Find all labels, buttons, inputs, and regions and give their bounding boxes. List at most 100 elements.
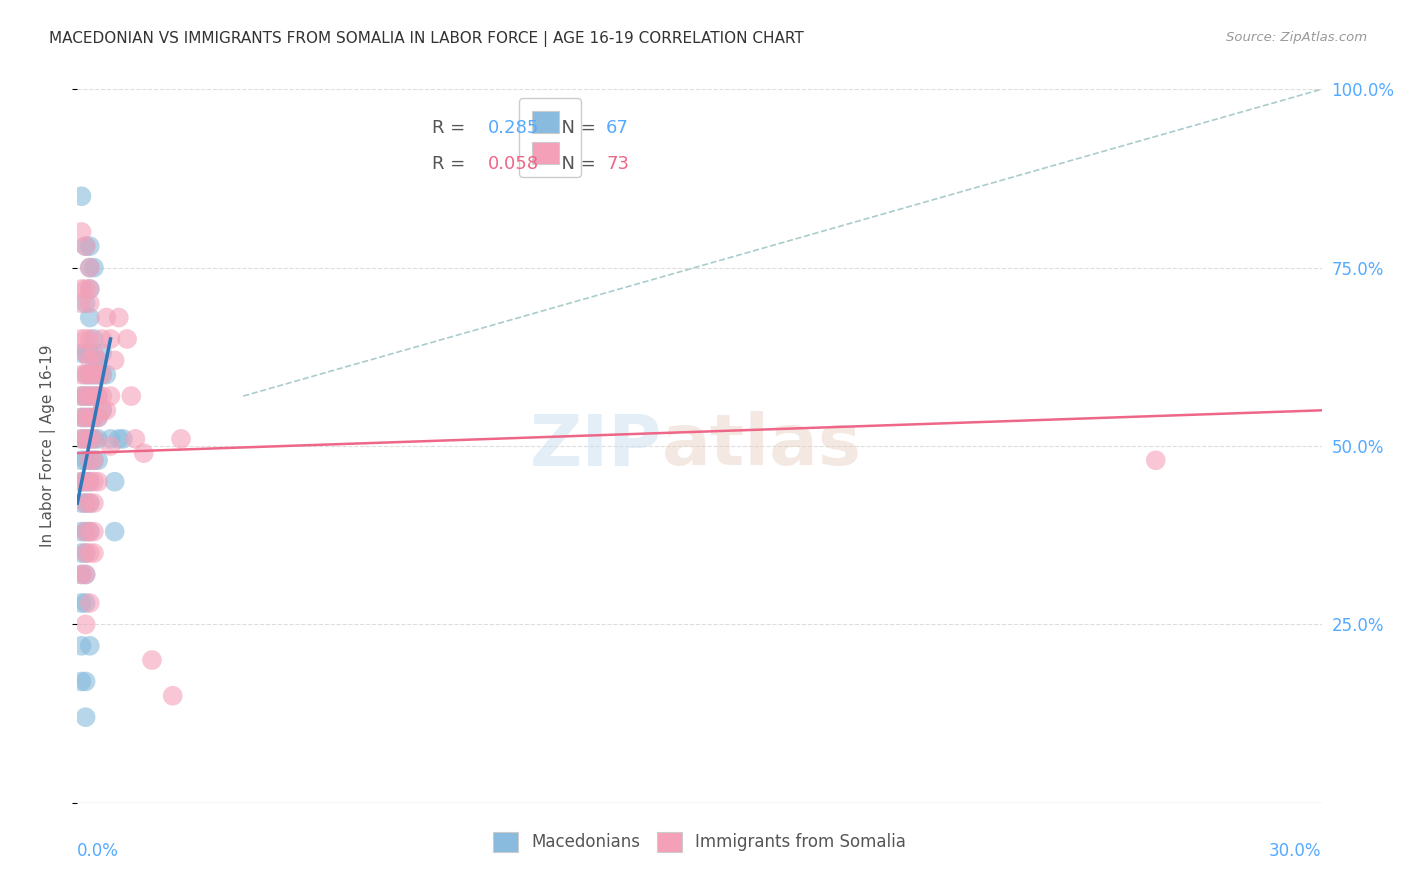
Text: MACEDONIAN VS IMMIGRANTS FROM SOMALIA IN LABOR FORCE | AGE 16-19 CORRELATION CHA: MACEDONIAN VS IMMIGRANTS FROM SOMALIA IN…	[49, 31, 804, 47]
Point	[96, 403, 118, 417]
Point	[79, 453, 101, 467]
Point	[79, 389, 101, 403]
Point	[108, 432, 131, 446]
Point	[83, 368, 105, 382]
Point	[75, 296, 97, 310]
Point	[79, 239, 101, 253]
Text: 0.058: 0.058	[488, 155, 538, 173]
Point	[75, 524, 97, 539]
Text: N =: N =	[550, 120, 602, 137]
Point	[108, 310, 131, 325]
Text: 0.0%: 0.0%	[77, 842, 120, 860]
Point	[70, 432, 93, 446]
Point	[83, 368, 105, 382]
Point	[75, 239, 97, 253]
Point	[87, 432, 110, 446]
Point	[91, 332, 114, 346]
Point	[70, 189, 93, 203]
Point	[75, 710, 97, 724]
Point	[70, 410, 93, 425]
Point	[70, 453, 93, 467]
Point	[70, 225, 93, 239]
Point	[100, 439, 122, 453]
Point	[75, 524, 97, 539]
Point	[87, 453, 110, 467]
Point	[1144, 453, 1167, 467]
Text: 73: 73	[606, 155, 628, 173]
Point	[83, 432, 105, 446]
Text: R =: R =	[432, 155, 471, 173]
Point	[70, 567, 93, 582]
Point	[91, 389, 114, 403]
Point	[75, 475, 97, 489]
Point	[70, 389, 93, 403]
Point	[79, 332, 101, 346]
Point	[75, 496, 97, 510]
Point	[83, 346, 105, 360]
Point	[70, 368, 93, 382]
Y-axis label: In Labor Force | Age 16-19: In Labor Force | Age 16-19	[41, 344, 56, 548]
Point	[75, 596, 97, 610]
Point	[83, 524, 105, 539]
Point	[104, 475, 127, 489]
Point	[141, 653, 163, 667]
Point	[91, 368, 114, 382]
Text: 0.285: 0.285	[488, 120, 540, 137]
Text: atlas: atlas	[662, 411, 862, 481]
Text: 30.0%: 30.0%	[1270, 842, 1322, 860]
Point	[79, 432, 101, 446]
Point	[83, 453, 105, 467]
Point	[79, 282, 101, 296]
Point	[87, 353, 110, 368]
Point	[75, 389, 97, 403]
Point	[91, 403, 114, 417]
Point	[115, 332, 138, 346]
Point	[75, 496, 97, 510]
Point	[70, 475, 93, 489]
Point	[100, 332, 122, 346]
Point	[75, 567, 97, 582]
Point	[75, 410, 97, 425]
Point	[79, 410, 101, 425]
Point	[70, 674, 93, 689]
Text: ZIP: ZIP	[530, 411, 662, 481]
Point	[79, 346, 101, 360]
Point	[75, 432, 97, 446]
Point	[79, 353, 101, 368]
Point	[75, 674, 97, 689]
Point	[70, 432, 93, 446]
Point	[75, 475, 97, 489]
Point	[70, 282, 93, 296]
Point	[75, 546, 97, 560]
Point	[70, 524, 93, 539]
Point	[87, 410, 110, 425]
Point	[79, 524, 101, 539]
Point	[75, 410, 97, 425]
Point	[79, 475, 101, 489]
Point	[87, 368, 110, 382]
Point	[83, 332, 105, 346]
Point	[70, 332, 93, 346]
Point	[79, 496, 101, 510]
Point	[87, 353, 110, 368]
Point	[104, 353, 127, 368]
Point	[83, 260, 105, 275]
Point	[75, 389, 97, 403]
Point	[124, 432, 146, 446]
Point	[79, 296, 101, 310]
Point	[75, 346, 97, 360]
Point	[87, 410, 110, 425]
Point	[79, 453, 101, 467]
Text: N =: N =	[550, 155, 602, 173]
Point	[132, 446, 155, 460]
Point	[87, 389, 110, 403]
Legend: Macedonians, Immigrants from Somalia: Macedonians, Immigrants from Somalia	[486, 825, 912, 859]
Point	[83, 353, 105, 368]
Point	[75, 453, 97, 467]
Point	[70, 639, 93, 653]
Point	[79, 596, 101, 610]
Point	[75, 239, 97, 253]
Point	[79, 524, 101, 539]
Point	[91, 403, 114, 417]
Text: 67: 67	[606, 120, 628, 137]
